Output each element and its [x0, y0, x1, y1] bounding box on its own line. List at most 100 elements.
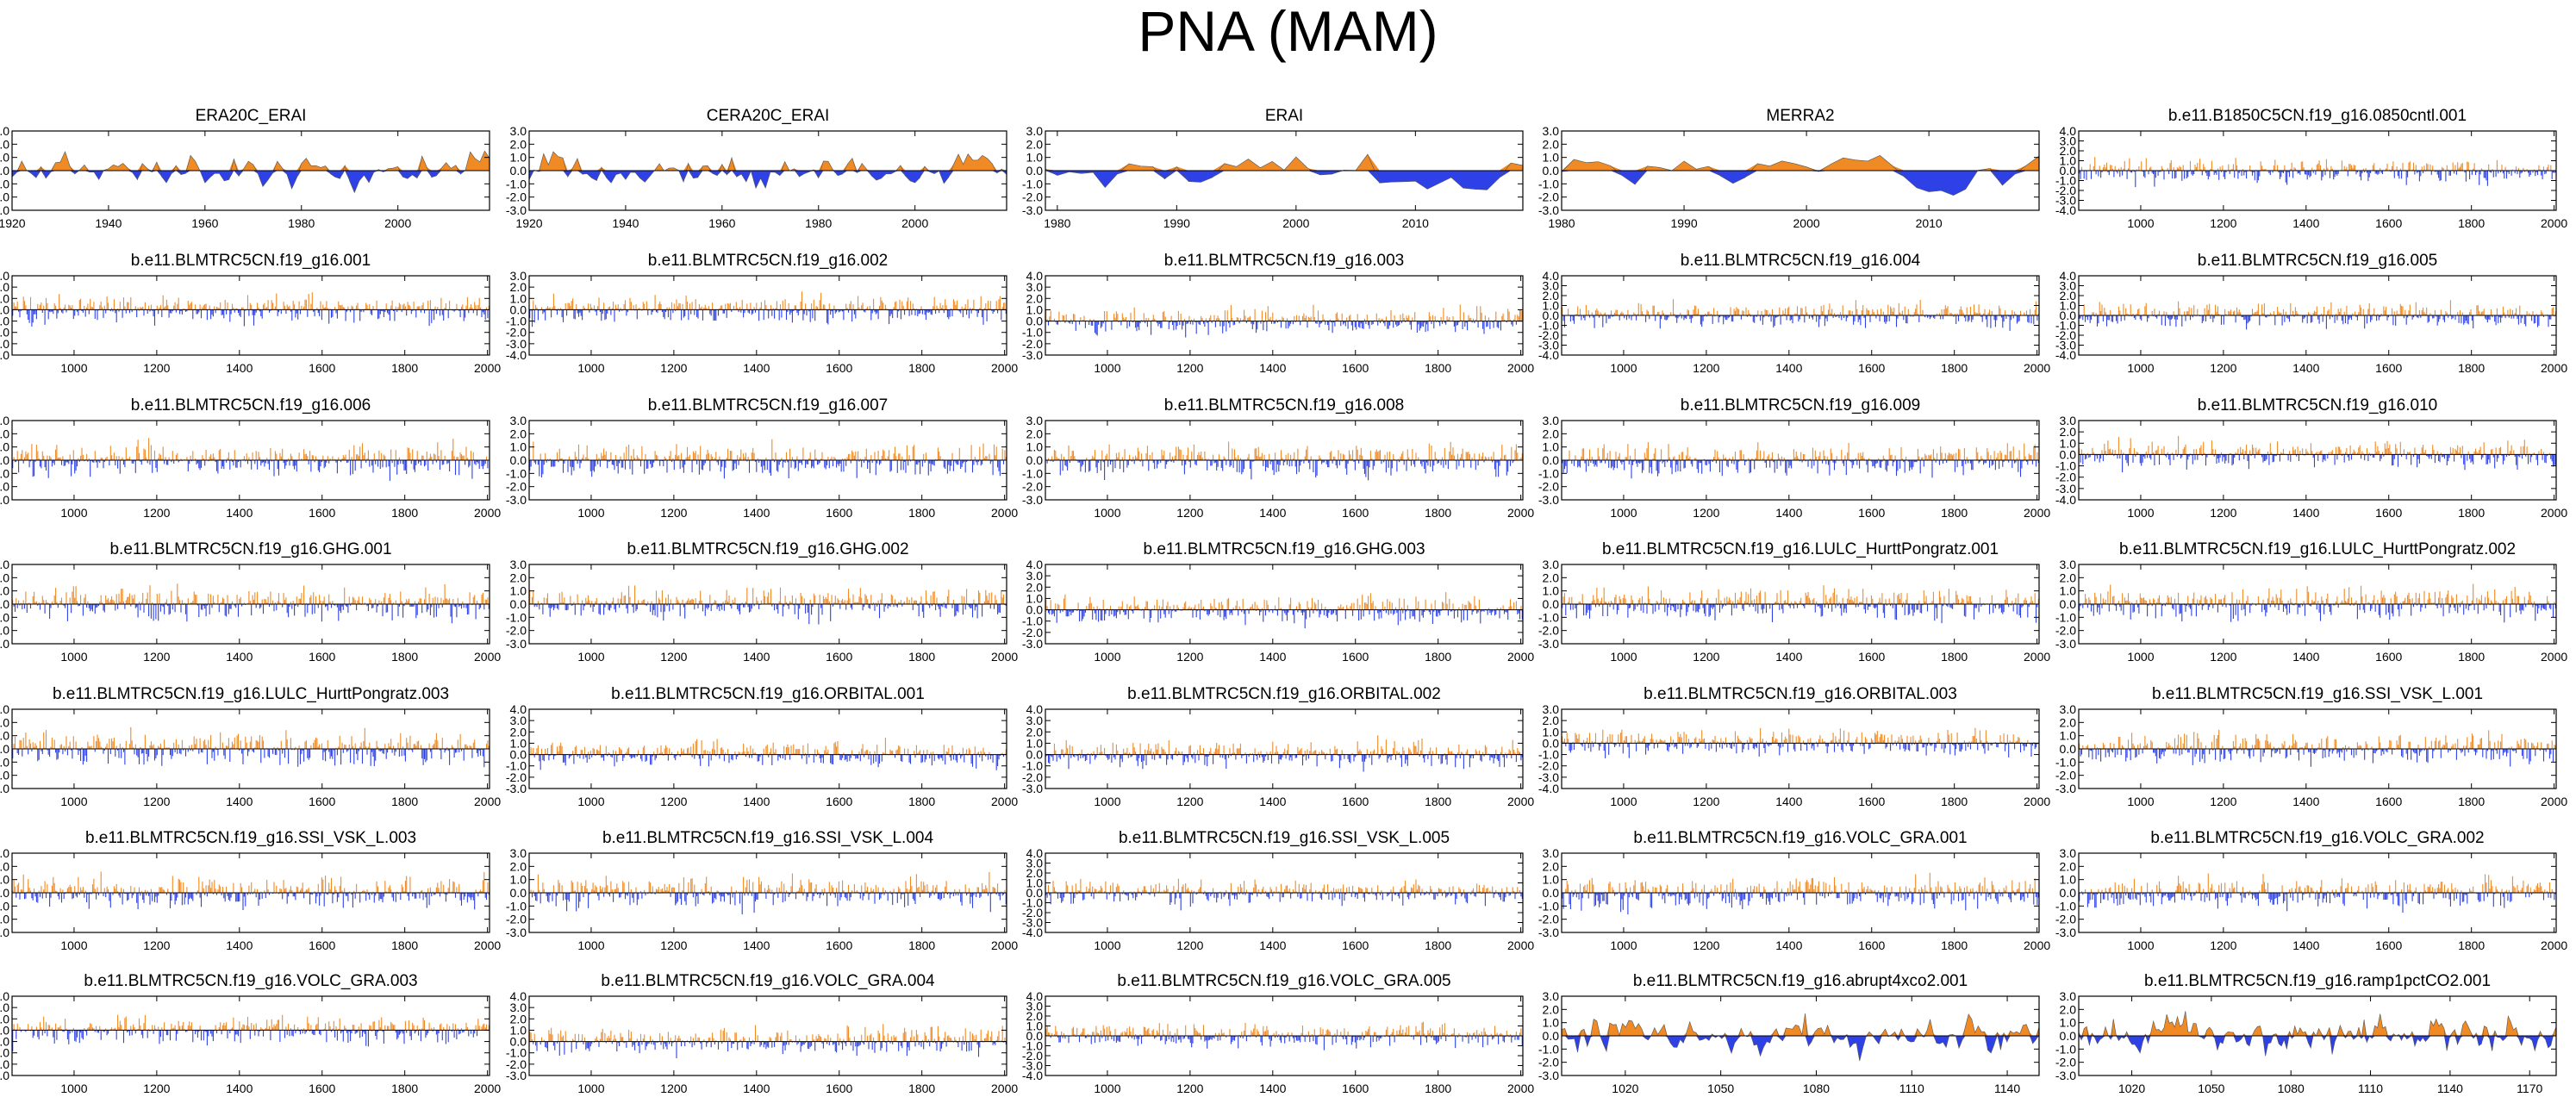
y-tick-label: -1.0	[506, 177, 527, 190]
x-tick-label: 1000	[1094, 1082, 1120, 1095]
x-tick-label: 1000	[577, 795, 604, 808]
chart-panel: b.e11.BLMTRC5CN.f19_g16.0023.02.01.00.0-…	[506, 252, 1019, 375]
y-tick-label: -3.0	[2055, 637, 2076, 651]
x-tick-label: 1600	[309, 650, 335, 664]
x-tick-label: 1400	[1259, 361, 1286, 375]
y-tick-label: -1.0	[2055, 755, 2076, 769]
y-tick-label: 3.0	[1543, 279, 1560, 293]
y-tick-label: -2.0	[506, 624, 527, 638]
y-tick-label: -2.0	[1538, 624, 1559, 638]
y-tick-label: -2.0	[506, 913, 527, 926]
y-tick-label: -2.0	[0, 1046, 9, 1060]
y-tick-label: 3.0	[0, 414, 9, 427]
x-tick-label: 1800	[1425, 650, 1451, 664]
x-tick-label: 1800	[391, 650, 418, 664]
x-tick-label: 1400	[1775, 361, 1802, 375]
positive-bars	[1562, 585, 2039, 604]
y-tick-label: 2.0	[1543, 137, 1560, 151]
chart-panel: b.e11.BLMTRC5CN.f19_g16.005 4.03.02.01.00…	[2055, 252, 2568, 375]
negative-bars	[13, 604, 490, 624]
panel-title: b.e11.BLMTRC5CN.f19_g16.LULC_HurttPongra…	[2119, 540, 2516, 558]
x-tick-label: 1400	[2292, 795, 2319, 808]
panel-title: MERRA2	[1766, 107, 1834, 125]
positive-bars	[529, 738, 1007, 755]
y-tick-label: 2.0	[1543, 289, 1560, 302]
x-tick-label: 1600	[1858, 795, 1885, 808]
panel-title: b.e11.BLMTRC5CN.f19_g16.SSI_VSK_L.004	[602, 829, 934, 847]
y-tick-label: 2.0	[1026, 291, 1044, 305]
negative-bars	[1562, 460, 2039, 479]
x-tick-label: 1000	[1610, 361, 1637, 375]
x-tick-label: 1600	[2375, 938, 2402, 952]
x-tick-label: 1020	[1612, 1082, 1638, 1095]
y-tick-label: 3.0	[1026, 714, 1044, 727]
y-tick-label: 1.0	[0, 1012, 9, 1026]
x-tick-label: 2000	[2541, 795, 2567, 808]
y-tick-label: -3.0	[506, 782, 527, 795]
figure-title: PNA (MAM)	[1138, 0, 1438, 63]
y-tick-label: 1.0	[510, 291, 527, 305]
x-tick-label: 1800	[1425, 506, 1451, 520]
y-tick-label: 3.0	[1026, 414, 1044, 427]
y-tick-label: 0.0	[0, 302, 9, 316]
x-tick-label: 1800	[2458, 938, 2485, 952]
x-tick-label: 1800	[908, 1082, 935, 1095]
y-tick-label: -1.0	[2055, 899, 2076, 913]
y-tick-label: -1.0	[1022, 614, 1043, 628]
y-tick-label: -4.0	[2055, 348, 2076, 362]
y-tick-label: 0.0	[1026, 603, 1044, 617]
x-tick-label: 2000	[1793, 216, 1820, 230]
x-tick-label: 1800	[2458, 650, 2485, 664]
x-tick-label: 1400	[743, 1082, 770, 1095]
y-tick-label: 3.0	[1543, 124, 1560, 138]
y-tick-label: -4.0	[1538, 782, 1559, 795]
y-tick-label: 4.0	[2060, 124, 2077, 138]
positive-bars	[530, 872, 1006, 893]
y-tick-label: -2.0	[0, 624, 9, 638]
positive-bars	[1045, 304, 1523, 321]
y-tick-label: 0.0	[2060, 309, 2077, 322]
y-tick-label: 1.0	[1026, 1019, 1044, 1033]
x-tick-label: 1800	[908, 938, 935, 952]
y-tick-label: 2.0	[1026, 866, 1044, 880]
y-tick-label: 1.0	[510, 151, 527, 165]
y-tick-label: 0.0	[2060, 886, 2077, 900]
x-tick-label: 2000	[474, 938, 501, 952]
x-tick-label: 1200	[660, 795, 687, 808]
x-tick-label: 2000	[1507, 650, 1534, 664]
chart-panel: b.e11.BLMTRC5CN.f19_g16.003 4.03.02.01.00…	[1022, 252, 1535, 375]
positive-bars	[2080, 157, 2552, 171]
x-tick-label: 1200	[143, 361, 170, 375]
y-tick-label: -4.0	[2055, 493, 2076, 507]
chart-panel: b.e11.BLMTRC5CN.f19_g16.VOLC_GRA.0023.02…	[2055, 829, 2568, 952]
chart-panel: b.e11.BLMTRC5CN.f19_g16.GHG.003 4.03.02.0…	[1022, 540, 1535, 664]
plot-frame	[11, 275, 490, 356]
series-line	[1045, 153, 1524, 190]
y-tick-label: 0.0	[2060, 164, 2077, 178]
x-tick-label: 1000	[2127, 216, 2154, 230]
x-tick-label: 1000	[1094, 795, 1120, 808]
x-tick-label: 1000	[1094, 506, 1120, 520]
chart-panel: b.e11.BLMTRC5CN.f19_g16.SSI_VSK_L.001 3.0…	[2055, 685, 2568, 808]
y-tick-label: 0.0	[1026, 453, 1044, 467]
x-tick-label: 1400	[743, 361, 770, 375]
y-tick-label: 0.0	[2060, 447, 2077, 461]
x-tick-label: 1400	[743, 795, 770, 808]
y-tick-label: -2.0	[0, 913, 9, 926]
positive-bars	[13, 726, 490, 749]
plot-frame	[2078, 420, 2557, 501]
y-tick-label: -1.0	[506, 466, 527, 480]
chart-panel: b.e11.BLMTRC5CN.f19_g16.0073.02.01.00.0-…	[506, 396, 1019, 520]
x-tick-label: 1080	[1803, 1082, 1830, 1095]
x-tick-label: 1600	[309, 506, 335, 520]
y-tick-label: 0.0	[1543, 1029, 1560, 1043]
y-tick-label: 3.0	[1026, 569, 1044, 583]
x-tick-label: 1200	[2210, 361, 2236, 375]
x-tick-label: 1600	[1858, 361, 1885, 375]
y-tick-label: 3.0	[1026, 857, 1044, 870]
x-tick-label: 1800	[391, 361, 418, 375]
y-tick-label: 1.0	[1543, 725, 1560, 739]
y-tick-label: 1.0	[1026, 876, 1044, 890]
y-tick-label: -3.0	[1022, 916, 1043, 930]
panel-title: b.e11.BLMTRC5CN.f19_g16.GHG.003	[1143, 540, 1425, 558]
